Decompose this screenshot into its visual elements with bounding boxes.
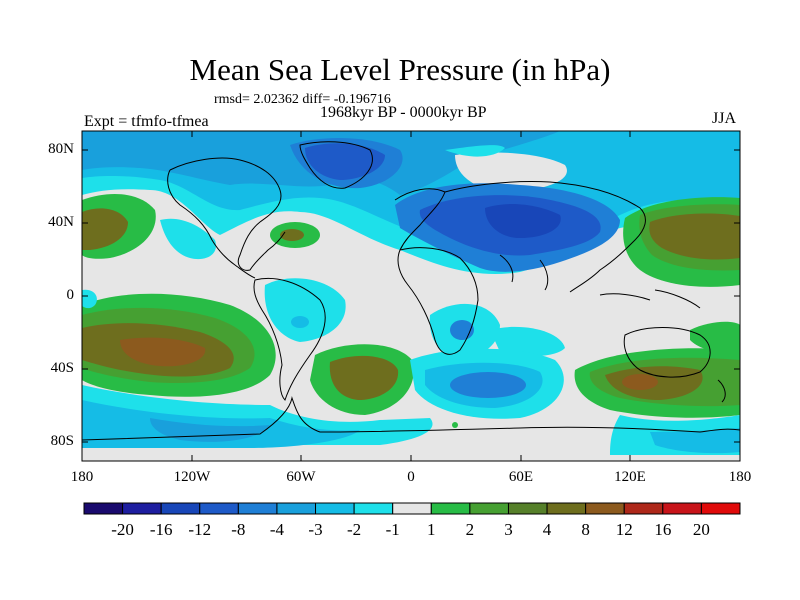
colorbar-label: 16 [654,520,672,539]
lat-ticks [82,149,740,443]
colorbar-label: 12 [615,520,633,539]
central-pacific-neg [160,218,216,260]
experiment-label: Expt = tfmfo-tfmea [84,113,209,130]
colorbar-cell [430,502,471,515]
colorbar-label: 8 [581,520,590,539]
colorbar-label: -16 [149,520,173,539]
lon-label-180e: 180 [728,469,752,485]
coastlines [82,141,740,441]
east-asia-high-core [649,213,740,260]
colorbar-label: 20 [692,520,710,539]
south-america-neg [264,278,346,342]
colorbar-cell [276,502,317,515]
lat-label-80s: 80S [50,433,74,449]
lon-label-60w: 60W [286,469,316,485]
colorbar-cell [700,502,741,515]
colorbar-cell [237,502,278,515]
colorbar-cell [353,502,394,515]
period-label: 1968kyr BP - 0000kyr BP [320,104,487,121]
colorbar-cell [392,502,432,515]
colorbar-label: -20 [111,520,134,539]
stats-line: rmsd= 2.02362 diff= -0.196716 [214,92,391,107]
colorbar-cell [122,502,162,515]
siberia-neutral-patch [455,152,567,192]
colorbar-label: -4 [269,520,285,539]
colorbar-cell [546,502,587,515]
south-atlantic-high-core [329,355,399,400]
colorbar-cell [662,502,702,515]
greenland-low-core [305,143,385,180]
colorbar-label: 1 [427,520,436,539]
lat-label-40s: 40S [50,360,74,376]
lon-label-180w: 180 [70,469,94,485]
lon-label-120e: 120E [614,469,646,485]
south-america-neg-core [291,316,309,328]
map-title: Mean Sea Level Pressure (in hPa) [189,52,611,87]
colorbar-label: 2 [465,520,475,539]
lon-label-120w: 120W [173,469,211,485]
lat-label-80n: 80N [48,141,74,157]
indian-ocean-neg [490,326,565,357]
colorbar-cell [623,502,664,515]
colorbar-label: -8 [231,520,246,539]
asia-low-core [485,204,561,238]
colorbar-cell [469,502,509,515]
colorbar-label: -1 [385,520,400,539]
colorbar-label: -3 [308,520,323,539]
atlantic-high-core [280,229,304,241]
colorbar-cell [315,502,355,515]
siberia-light-patch [445,145,505,157]
season-label: JJA [712,110,737,127]
lat-label-0: 0 [66,287,75,303]
lon-label-0: 0 [407,469,415,485]
colorbar-cell [160,502,201,515]
southern-ocean-neg-mid [82,400,360,448]
australia-high-center [622,374,658,390]
left-edge-neg [82,289,97,309]
colorbar-cell [83,502,124,515]
lon-ticks [191,131,631,461]
australia-high-east [690,321,740,352]
colorbar-label: 4 [542,520,552,539]
southern-ocean-neg-core [150,418,270,442]
south-pacific-high-center [120,337,206,367]
colorbar-cell [507,502,548,515]
colorbar [83,502,741,515]
southern-pacific-east-neg-core [650,428,740,454]
south-indian-neg-core [450,372,526,398]
colorbar-cell [585,502,625,515]
colorbar-cell [199,502,239,515]
colorbar-label: -2 [347,520,362,539]
lon-label-60e: 60E [508,469,534,485]
colorbar-label: 3 [504,520,513,539]
lat-label-40n: 40N [48,214,74,230]
antarctic-marker [452,422,458,428]
north-pacific-high-core [82,208,128,250]
pressure-field [82,131,740,461]
colorbar-label: -12 [188,520,212,539]
